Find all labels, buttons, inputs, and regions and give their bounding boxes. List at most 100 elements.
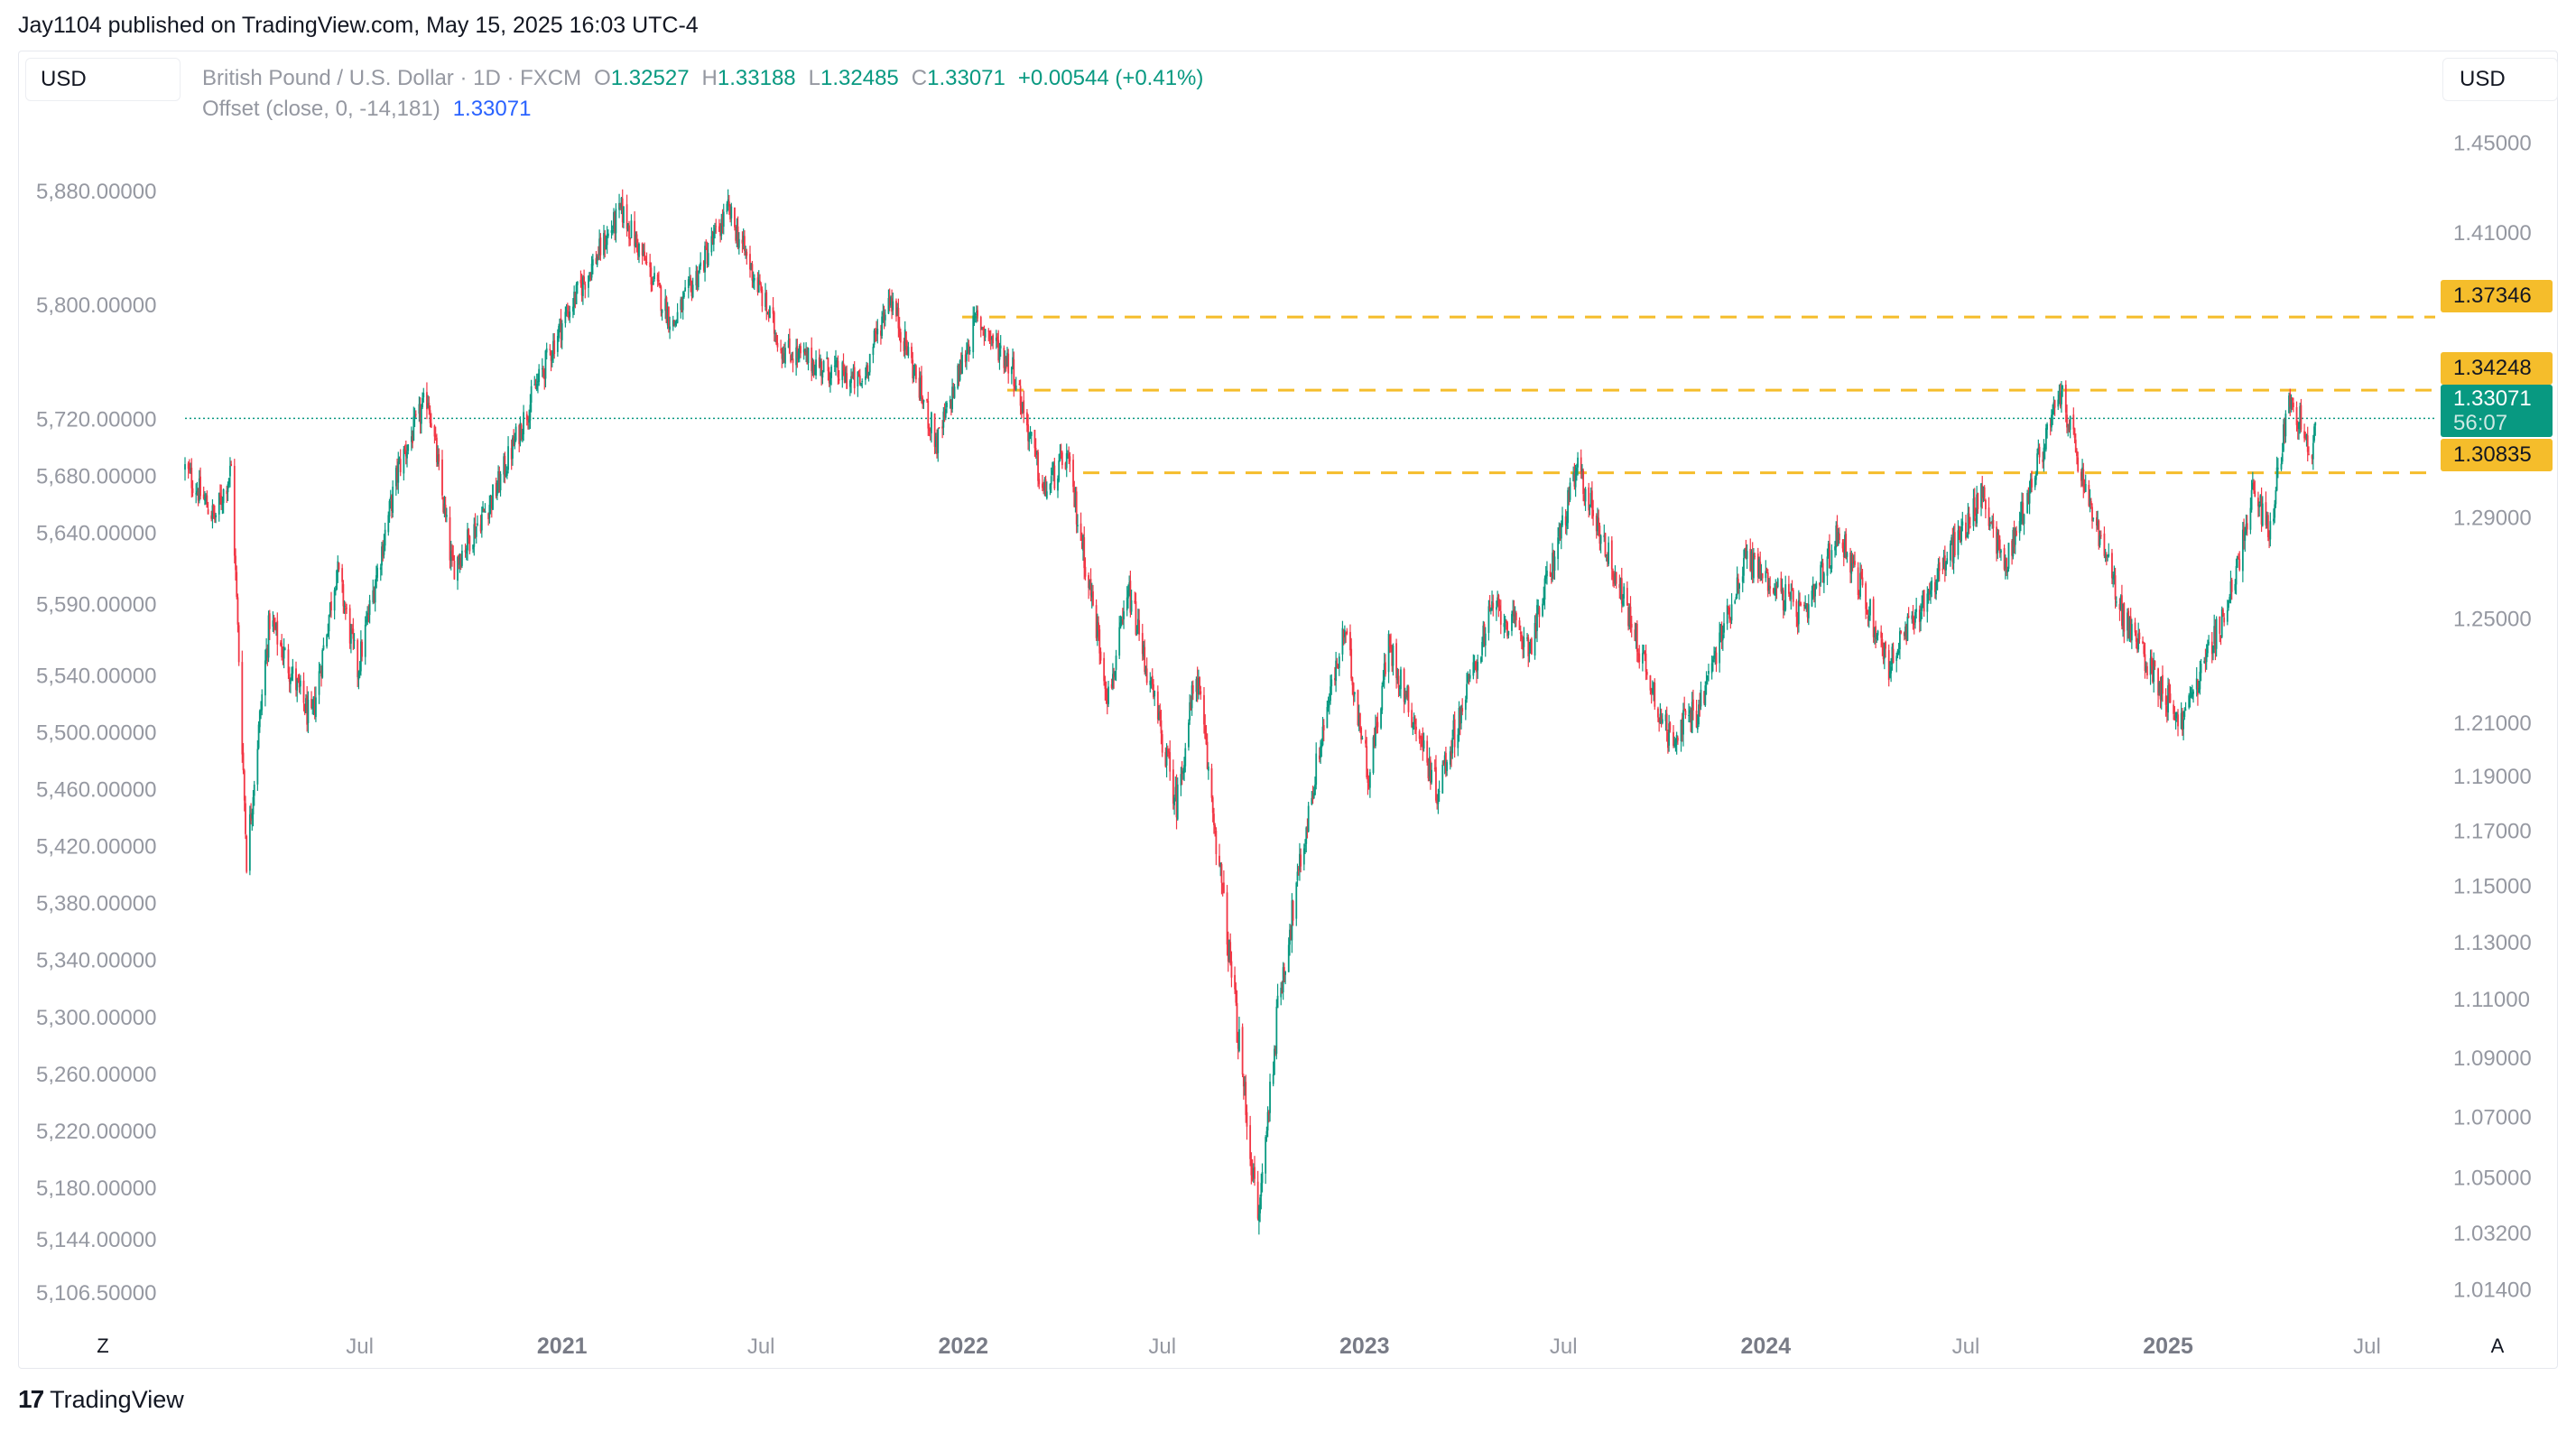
candle-body <box>1482 625 1485 645</box>
level-price-tag-2: 1.34248 <box>2441 352 2553 385</box>
candle-body <box>367 615 370 617</box>
auto-scale-button[interactable]: A <box>2490 1334 2505 1357</box>
candle-body <box>1719 623 1722 636</box>
right-axis-tick-label-1: 1.41000 <box>2453 221 2532 246</box>
candle-body <box>2175 712 2178 715</box>
candle-body <box>1441 764 1444 794</box>
candle-body <box>236 572 238 598</box>
candle-body <box>480 514 483 531</box>
candle-body <box>1569 482 1571 500</box>
candle-body <box>599 237 602 256</box>
candle-body <box>858 375 861 385</box>
candle-body <box>1534 623 1536 656</box>
candle-body <box>667 306 670 328</box>
candle-body <box>565 310 568 312</box>
candle-body <box>1007 353 1010 374</box>
left-axis-tick-label-16: 5,144.00000 <box>36 1228 156 1252</box>
left-axis-tick-label-1: 5,800.00000 <box>36 293 156 318</box>
candle-body <box>607 233 609 237</box>
candle-body <box>1168 751 1170 754</box>
candle-body <box>874 331 876 333</box>
candle-body <box>2174 711 2177 719</box>
candle-body <box>1428 758 1431 776</box>
legend-symbol[interactable]: British Pound / U.S. Dollar · 1D · FXCM <box>202 66 582 90</box>
candle-body <box>2150 656 2153 666</box>
candle-body <box>846 373 848 389</box>
candle-body <box>490 496 493 509</box>
candle-body <box>1060 451 1062 452</box>
candlestick-series <box>184 189 2317 1235</box>
right-price-axis[interactable]: 1.45000 1.41000 1.29000 1.25000 1.21000 1.190… <box>2453 132 2532 1303</box>
left-axis-tick-label-17: 5,106.50000 <box>36 1281 156 1306</box>
candle-body <box>881 316 884 336</box>
candle-body <box>1620 578 1623 604</box>
candle-body <box>1023 400 1025 414</box>
candle-body <box>2035 473 2037 480</box>
candle-body <box>1673 731 1674 746</box>
left-scale-currency-button[interactable]: USD <box>25 58 181 101</box>
candle-body <box>313 698 316 715</box>
horizontal-levels[interactable] <box>962 315 2435 475</box>
candle-body <box>1196 677 1199 695</box>
candle-body <box>899 331 902 343</box>
candle-body <box>2219 636 2222 637</box>
candle-body <box>1275 1006 1278 1055</box>
candle-body <box>1450 750 1452 757</box>
candle-body <box>1388 636 1391 647</box>
right-axis-tick-label-7: 1.15000 <box>2453 875 2532 899</box>
legend-indicator[interactable]: Offset (close, 0, -14,181) <box>202 97 440 121</box>
candle-body <box>2284 423 2286 437</box>
left-axis-tick-label-2: 5,720.00000 <box>36 407 156 432</box>
left-price-axis[interactable]: 5,880.00000 5,800.00000 5,720.00000 5,680.0… <box>36 180 156 1306</box>
candle-body <box>1210 767 1213 798</box>
candle-body <box>995 337 997 341</box>
candle-body <box>1161 734 1163 753</box>
candle-body <box>1928 590 1931 593</box>
candle-body <box>791 359 793 361</box>
candle-body <box>1737 579 1739 589</box>
candle-body <box>1711 659 1714 663</box>
candle-body <box>2266 515 2269 537</box>
candle-body <box>2026 492 2029 514</box>
candle-body <box>1014 385 1016 389</box>
bar-countdown: 56:07 <box>2453 411 2508 435</box>
candle-body <box>1284 972 1286 975</box>
candle-body <box>761 289 764 307</box>
candle-body <box>784 348 786 364</box>
candle-body <box>1006 352 1008 367</box>
candle-body <box>484 511 486 513</box>
candle-body <box>711 238 714 243</box>
candle-body <box>272 620 274 627</box>
candle-body <box>883 312 885 321</box>
time-axis[interactable]: Jul 2021 Jul 2022 Jul 2023 Jul 2024 Jul 2025 Jul <box>346 1334 2381 1359</box>
candle-body <box>1236 1002 1238 1043</box>
candle-body <box>1550 579 1552 581</box>
candle-body <box>264 660 266 696</box>
candle-body <box>1082 535 1084 551</box>
candle-body <box>730 206 733 219</box>
candle-body <box>606 234 608 246</box>
candle-body <box>1336 663 1339 665</box>
candle-body <box>851 375 854 379</box>
candle-body <box>2192 691 2194 694</box>
zoom-axis-button[interactable]: Z <box>97 1334 109 1357</box>
candle-body <box>1422 740 1425 749</box>
candle-body <box>2092 517 2095 519</box>
candle-body <box>1814 588 1817 597</box>
candle-body <box>1943 555 1946 571</box>
candle-body <box>373 590 375 603</box>
right-scale-currency-button[interactable]: USD <box>2442 58 2558 101</box>
candle-body <box>1512 610 1515 617</box>
candle-body <box>757 280 760 293</box>
candle-body <box>1442 762 1445 764</box>
candle-body <box>1822 572 1825 583</box>
candle-body <box>1137 618 1139 632</box>
candle-body <box>621 198 624 223</box>
candle-body <box>1720 625 1723 641</box>
candle-body <box>1265 1137 1267 1174</box>
candle-body <box>1304 845 1306 847</box>
candle-body <box>737 238 740 248</box>
tradingview-logo[interactable]: 17 TradingView <box>18 1385 184 1414</box>
candle-body <box>1923 590 1925 612</box>
